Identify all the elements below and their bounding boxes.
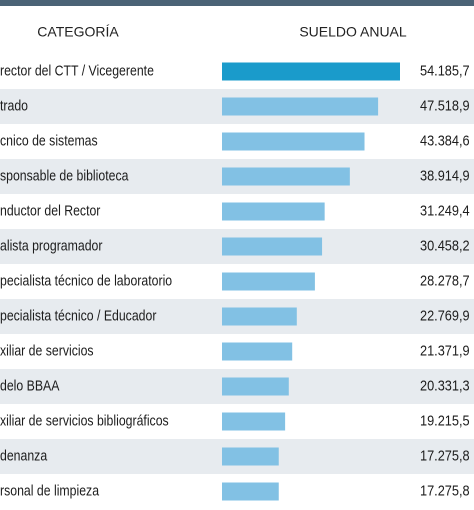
value-label: 54.185,7 [420,61,470,78]
value-group: 28.278,7 [420,271,470,288]
value-group: 22.769,9 [420,306,470,323]
label-group: cnico de sistemas [0,132,98,148]
label-group: xiliar de servicios [0,342,94,358]
bar [222,482,279,501]
value-label: 31.249,4 [420,201,470,218]
value-label: 17.275,8 [420,481,470,498]
bar [222,272,315,291]
value-label: 19.215,5 [420,411,470,428]
value-group: 30.458,2 [420,236,470,253]
value-group: 21.371,9 [420,341,470,358]
category-label: sponsable de biblioteca [0,167,129,183]
bar [222,342,293,361]
bar [222,447,279,466]
label-group: pecialista técnico / Educador [0,307,157,323]
value-group: 20.331,3 [420,376,470,393]
label-group: trado [0,97,28,113]
bar [222,132,365,151]
category-label: alista programador [0,237,103,253]
category-label: cnico de sistemas [0,132,98,148]
value-group: 43.384,6 [420,131,470,148]
bar [222,167,350,186]
category-label: trado [0,97,28,113]
label-group: nductor del Rector [0,202,101,218]
value-group: 19.215,5 [420,411,470,428]
value-group: 17.275,8 [420,481,470,498]
category-label: nductor del Rector [0,202,101,218]
label-group: alista programador [0,237,103,253]
category-label: denanza [0,447,47,463]
value-label: 43.384,6 [420,131,470,148]
category-label: rsonal de limpieza [0,482,99,498]
label-group: pecialista técnico de laboratorio [0,272,172,288]
value-label: 22.769,9 [420,306,470,323]
value-label: 28.278,7 [420,271,470,288]
top-band [0,0,474,6]
value-label: 38.914,9 [420,166,470,183]
label-group: rector del CTT / Vicegerente [0,62,154,78]
value-group: 47.518,9 [420,96,470,113]
bar [222,412,286,431]
value-group: 31.249,4 [420,201,470,218]
category-label: rector del CTT / Vicegerente [0,62,154,78]
value-group: 17.275,8 [420,446,470,463]
label-group: rsonal de limpieza [0,482,99,498]
label-group: xiliar de servicios bibliográficos [0,412,169,428]
bar [222,202,325,221]
value-group: 54.185,7 [420,61,470,78]
value-label: 20.331,3 [420,376,470,393]
bar [222,237,323,256]
bar [222,377,289,396]
label-group: denanza [0,447,47,463]
category-label: pecialista técnico / Educador [0,307,157,323]
bar [222,307,297,326]
value-group: 38.914,9 [420,166,470,183]
label-group: delo BBAA [0,377,60,393]
value-label: 21.371,9 [420,341,470,358]
category-label: pecialista técnico de laboratorio [0,272,172,288]
column-header: CATEGORÍA [37,24,119,40]
value-label: 47.518,9 [420,96,470,113]
value-label: 30.458,2 [420,236,470,253]
bar [222,62,400,81]
label-group: sponsable de biblioteca [0,167,129,183]
category-label: xiliar de servicios bibliográficos [0,412,169,428]
bar [222,97,379,116]
value-label: 17.275,8 [420,446,470,463]
column-header: SUELDO ANUAL [299,24,407,40]
category-label: xiliar de servicios [0,342,94,358]
category-label: delo BBAA [0,377,60,393]
